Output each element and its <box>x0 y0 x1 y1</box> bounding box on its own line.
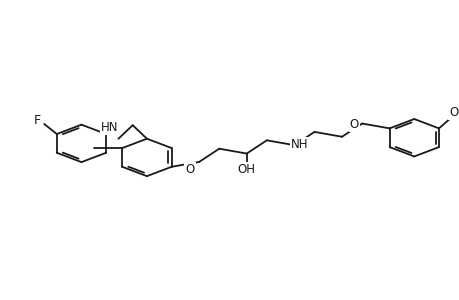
Text: F: F <box>34 115 41 128</box>
Text: HN: HN <box>101 121 118 134</box>
Text: O: O <box>185 163 194 176</box>
Text: NH: NH <box>291 138 308 151</box>
Text: OH: OH <box>237 163 255 176</box>
Text: O: O <box>349 118 358 131</box>
Text: O: O <box>448 106 458 119</box>
